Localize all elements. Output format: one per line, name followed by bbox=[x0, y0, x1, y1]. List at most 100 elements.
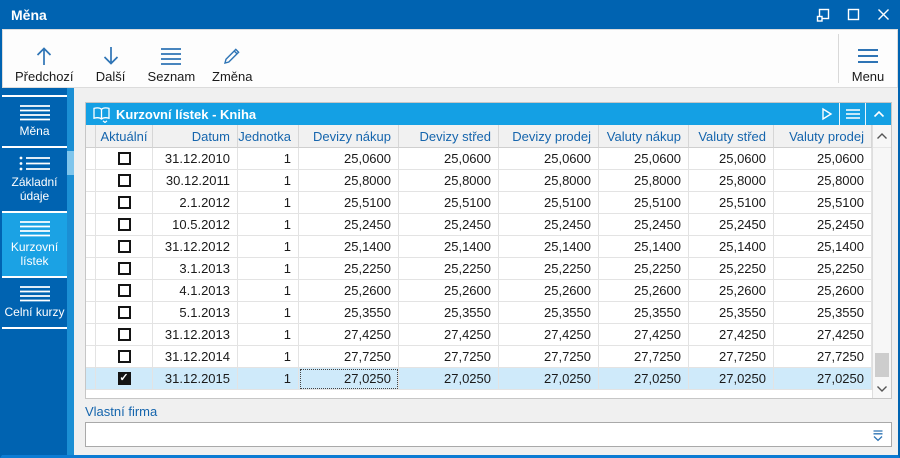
sidebar-item-mena[interactable]: Měna bbox=[2, 95, 67, 146]
rate-cell[interactable]: 27,4250 bbox=[774, 324, 872, 346]
checkbox-unchecked-icon[interactable] bbox=[117, 262, 131, 275]
rate-cell[interactable]: 27,7250 bbox=[399, 346, 499, 368]
table-row[interactable]: ✓ 31.12.2015 1 27,0250 27,0250 27,0250 27,0250… bbox=[86, 368, 872, 390]
rate-cell[interactable]: 25,2250 bbox=[689, 258, 774, 280]
rate-cell[interactable]: 25,2450 bbox=[299, 214, 399, 236]
table-row[interactable]: 31.12.2010 1 25,0600 25,0600 25,0600 25,0600 2… bbox=[86, 148, 872, 170]
checkbox-unchecked-icon[interactable] bbox=[117, 152, 131, 165]
toolbar-button-dalsi[interactable]: Další bbox=[82, 30, 140, 87]
datum-cell[interactable]: 4.1.2013 bbox=[153, 280, 238, 302]
column-header-2[interactable]: Datum bbox=[153, 125, 238, 148]
vertical-scrollbar[interactable] bbox=[872, 125, 891, 398]
rate-cell[interactable]: 25,3550 bbox=[774, 302, 872, 324]
rate-cell[interactable]: 25,1400 bbox=[299, 236, 399, 258]
scroll-down-icon[interactable] bbox=[873, 380, 891, 398]
datum-cell[interactable]: 2.1.2012 bbox=[153, 192, 238, 214]
aktualni-cell[interactable] bbox=[96, 302, 153, 324]
aktualni-cell[interactable] bbox=[96, 214, 153, 236]
toolbar-button-seznam[interactable]: Seznam bbox=[140, 30, 204, 87]
checkbox-unchecked-icon[interactable] bbox=[117, 328, 131, 341]
aktualni-cell[interactable] bbox=[96, 170, 153, 192]
rate-cell[interactable]: 25,1400 bbox=[689, 236, 774, 258]
table-row[interactable]: 10.5.2012 1 25,2450 25,2450 25,2450 25,2450 25… bbox=[86, 214, 872, 236]
rate-cell[interactable]: 25,8000 bbox=[299, 170, 399, 192]
datum-cell[interactable]: 31.12.2015 bbox=[153, 368, 238, 390]
aktualni-cell[interactable] bbox=[96, 280, 153, 302]
checkbox-unchecked-icon[interactable] bbox=[117, 174, 131, 187]
column-header-7[interactable]: Valuty nákup bbox=[599, 125, 689, 148]
rate-cell[interactable]: 27,4250 bbox=[689, 324, 774, 346]
rate-cell[interactable]: 25,0600 bbox=[399, 148, 499, 170]
jednotka-cell[interactable]: 1 bbox=[238, 368, 299, 390]
rate-cell[interactable]: 25,2600 bbox=[299, 280, 399, 302]
toolbar-button-zmena[interactable]: Změna bbox=[203, 30, 261, 87]
own-company-input[interactable] bbox=[86, 423, 865, 446]
column-header-4[interactable]: Devizy nákup bbox=[299, 125, 399, 148]
rate-cell[interactable]: 25,5100 bbox=[399, 192, 499, 214]
checkbox-unchecked-icon[interactable] bbox=[117, 306, 131, 319]
checkbox-checked-icon[interactable]: ✓ bbox=[117, 372, 131, 385]
datum-cell[interactable]: 31.12.2010 bbox=[153, 148, 238, 170]
rate-cell[interactable]: 25,3550 bbox=[499, 302, 599, 324]
jednotka-cell[interactable]: 1 bbox=[238, 170, 299, 192]
table-row[interactable]: 31.12.2013 1 27,4250 27,4250 27,4250 27,4250 2… bbox=[86, 324, 872, 346]
rate-cell[interactable]: 25,5100 bbox=[774, 192, 872, 214]
toolbar-button-predchozi[interactable]: Předchozí bbox=[7, 30, 82, 87]
rate-cell[interactable]: 25,5100 bbox=[689, 192, 774, 214]
rate-cell[interactable]: 25,5100 bbox=[499, 192, 599, 214]
jednotka-cell[interactable]: 1 bbox=[238, 214, 299, 236]
table-row[interactable]: 31.12.2014 1 27,7250 27,7250 27,7250 27,7250 2… bbox=[86, 346, 872, 368]
rate-cell[interactable]: 25,3550 bbox=[399, 302, 499, 324]
sidebar-scrollbar-thumb[interactable] bbox=[67, 151, 74, 175]
rate-cell[interactable]: 25,5100 bbox=[599, 192, 689, 214]
rate-cell[interactable]: 25,8000 bbox=[599, 170, 689, 192]
datum-cell[interactable]: 30.12.2011 bbox=[153, 170, 238, 192]
aktualni-cell[interactable] bbox=[96, 192, 153, 214]
rate-cell[interactable]: 25,2450 bbox=[499, 214, 599, 236]
menu-button[interactable]: Menu bbox=[839, 30, 897, 87]
rate-cell[interactable]: 25,2450 bbox=[689, 214, 774, 236]
rate-cell[interactable]: 25,2250 bbox=[499, 258, 599, 280]
rate-cell[interactable]: 25,2600 bbox=[599, 280, 689, 302]
rate-cell[interactable]: 25,2250 bbox=[299, 258, 399, 280]
rate-cell[interactable]: 25,0600 bbox=[499, 148, 599, 170]
rate-cell[interactable]: 27,4250 bbox=[299, 324, 399, 346]
jednotka-cell[interactable]: 1 bbox=[238, 148, 299, 170]
column-header-9[interactable]: Valuty prodej bbox=[774, 125, 872, 148]
rate-cell[interactable]: 27,0250 bbox=[599, 368, 689, 390]
aktualni-cell[interactable] bbox=[96, 258, 153, 280]
rate-cell[interactable]: 27,7250 bbox=[689, 346, 774, 368]
rate-cell[interactable]: 25,0600 bbox=[599, 148, 689, 170]
rate-cell[interactable]: 25,2450 bbox=[399, 214, 499, 236]
table-row[interactable]: 5.1.2013 1 25,3550 25,3550 25,3550 25,3550 25,… bbox=[86, 302, 872, 324]
datum-cell[interactable]: 3.1.2013 bbox=[153, 258, 238, 280]
column-header-8[interactable]: Valuty střed bbox=[689, 125, 774, 148]
aktualni-cell[interactable]: ✓ bbox=[96, 368, 153, 390]
own-company-combo[interactable] bbox=[85, 422, 892, 447]
rate-cell[interactable]: 27,4250 bbox=[499, 324, 599, 346]
aktualni-cell[interactable] bbox=[96, 148, 153, 170]
rate-cell[interactable]: 25,1400 bbox=[399, 236, 499, 258]
checkbox-unchecked-icon[interactable] bbox=[117, 284, 131, 297]
aktualni-cell[interactable] bbox=[96, 346, 153, 368]
rate-cell[interactable]: 25,0600 bbox=[689, 148, 774, 170]
column-header-6[interactable]: Devizy prodej bbox=[499, 125, 599, 148]
rate-cell[interactable]: 25,8000 bbox=[774, 170, 872, 192]
jednotka-cell[interactable]: 1 bbox=[238, 346, 299, 368]
sidebar-item-kurzovni-listek[interactable]: Kurzovní lístek bbox=[2, 211, 67, 276]
table-row[interactable]: 2.1.2012 1 25,5100 25,5100 25,5100 25,5100 25,… bbox=[86, 192, 872, 214]
datum-cell[interactable]: 31.12.2013 bbox=[153, 324, 238, 346]
datum-cell[interactable]: 31.12.2014 bbox=[153, 346, 238, 368]
rate-cell[interactable]: 27,7250 bbox=[599, 346, 689, 368]
combo-dropdown-icon[interactable] bbox=[865, 427, 891, 443]
aktualni-cell[interactable] bbox=[96, 236, 153, 258]
rate-cell[interactable]: 25,8000 bbox=[689, 170, 774, 192]
rate-cell[interactable]: 27,0250 bbox=[689, 368, 774, 390]
aktualni-cell[interactable] bbox=[96, 324, 153, 346]
table-row[interactable]: 4.1.2013 1 25,2600 25,2600 25,2600 25,2600 25,… bbox=[86, 280, 872, 302]
jednotka-cell[interactable]: 1 bbox=[238, 324, 299, 346]
rate-cell[interactable]: 25,2450 bbox=[599, 214, 689, 236]
rate-cell[interactable]: 25,8000 bbox=[399, 170, 499, 192]
rate-cell[interactable]: 25,2600 bbox=[689, 280, 774, 302]
rate-cell[interactable]: 25,2600 bbox=[499, 280, 599, 302]
